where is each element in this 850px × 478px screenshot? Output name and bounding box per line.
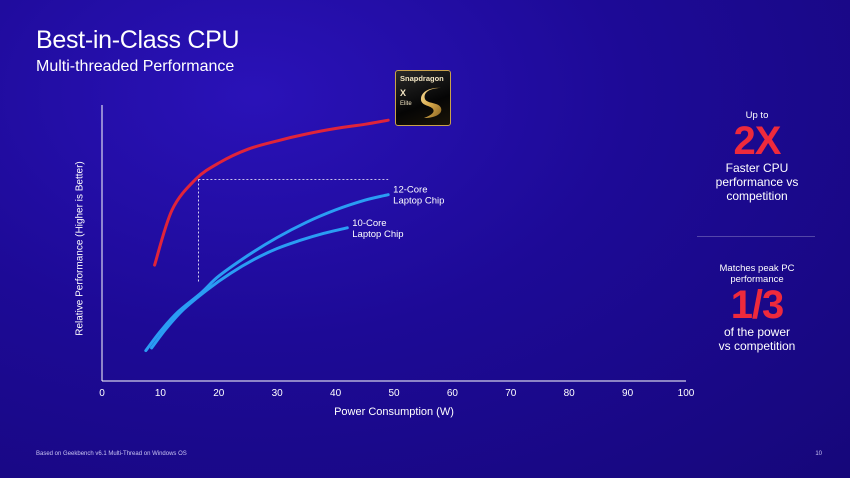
stat-2x-desc-2: performance vs — [715, 175, 799, 189]
footnote: Based on Geekbench v6.1 Multi-Thread on … — [36, 451, 187, 457]
x-tick-label-60: 60 — [447, 388, 459, 399]
series-label-10-core: 10-Core Laptop Chip — [352, 218, 403, 240]
page-number: 10 — [815, 451, 822, 457]
x-tick-label-80: 80 — [564, 388, 576, 399]
x-tick-label-40: 40 — [330, 388, 342, 399]
series-label-12-core: 12-Core Laptop Chip — [393, 185, 444, 207]
series-line-snapdragon — [153, 118, 390, 267]
stat-one-third-desc-2: vs competition — [718, 339, 796, 353]
x-tick-label-90: 90 — [622, 388, 634, 399]
x-axis-label: Power Consumption (W) — [334, 406, 454, 418]
series-layer — [144, 118, 390, 353]
page-title: Best-in-Class CPU — [36, 26, 240, 54]
stat-2x-pre: Up to — [745, 110, 769, 121]
x-tick-label-10: 10 — [155, 388, 167, 399]
logo-brand: Snapdragon — [400, 74, 444, 83]
snapdragon-x-elite-logo: Snapdragon X Elite — [395, 70, 451, 126]
x-tick-label-30: 30 — [272, 388, 284, 399]
page-subtitle: Multi-threaded Performance — [36, 58, 235, 75]
x-tick-label-20: 20 — [213, 388, 225, 399]
stat-one-third-value: 1/3 — [730, 283, 785, 327]
x-tick-label-70: 70 — [505, 388, 517, 399]
logo-edition: Elite — [400, 101, 412, 107]
logo-model: X — [400, 88, 407, 98]
stat-divider — [697, 236, 815, 237]
x-tick-label-0: 0 — [99, 388, 105, 399]
series-labels: 12-Core Laptop Chip 10-Core Laptop Chip — [352, 185, 444, 240]
y-axis-label: Relative Performance (Higher is Better) — [74, 161, 86, 336]
x-tick-label-100: 100 — [678, 388, 695, 399]
stat-one-third-desc-1: of the power — [723, 325, 791, 339]
x-tick-label-50: 50 — [388, 388, 400, 399]
stat-one-third-pre-2: performance — [730, 274, 784, 285]
stat-2x-value: 2X — [733, 119, 782, 163]
dashed-reference-line — [198, 179, 389, 282]
series-line-12-core — [144, 193, 390, 353]
x-tick-labels: 0 10 20 30 40 50 60 70 80 90 100 — [99, 388, 695, 399]
series-line-10-core — [150, 226, 349, 350]
snapdragon-s-icon — [420, 87, 442, 118]
stat-one-third-pre-1: Matches peak PC — [719, 263, 795, 274]
stat-2x-desc-3: competition — [726, 189, 788, 203]
stat-2x: Up to 2X Faster CPU performance vs compe… — [697, 110, 817, 203]
stat-one-third: Matches peak PC performance 1/3 of the p… — [697, 263, 817, 353]
stat-2x-desc-1: Faster CPU — [725, 161, 789, 175]
